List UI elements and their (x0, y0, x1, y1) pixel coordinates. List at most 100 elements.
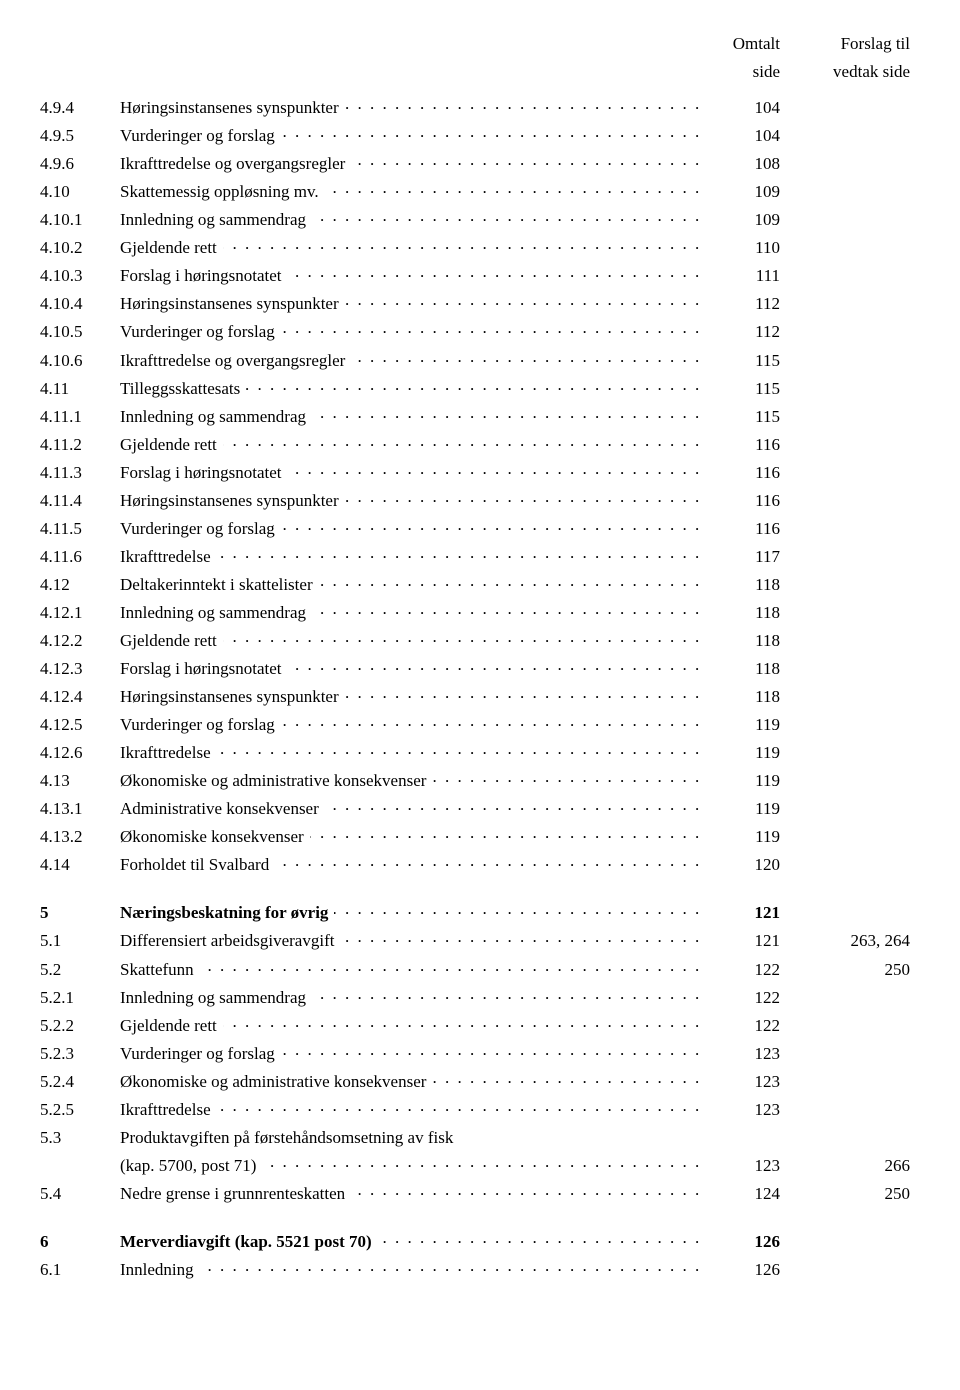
toc-page: 122 (700, 1012, 790, 1040)
toc-num: 5.1 (40, 927, 120, 955)
toc-page: 118 (700, 599, 790, 627)
toc-row: 4.12.1. . . . . . . . . . . . . . . . . … (40, 599, 910, 627)
toc-page: 112 (700, 318, 790, 346)
toc-title-col: . . . . . . . . . . . . . . . . . . . . … (120, 655, 700, 683)
toc-title-col: . . . . . . . . . . . . . . . . . . . . … (120, 795, 700, 823)
toc-title: Næringsbeskatning for øvrig (120, 903, 334, 922)
toc-title-col: . . . . . . . . . . . . . . . . . . . . … (120, 178, 700, 206)
toc-row: 5.2.2. . . . . . . . . . . . . . . . . .… (40, 1012, 910, 1040)
toc-num: 4.10.6 (40, 347, 120, 375)
toc-page: 122 (700, 956, 790, 984)
toc-title-col: . . . . . . . . . . . . . . . . . . . . … (120, 711, 700, 739)
toc-title: Innledning og sammendrag (120, 210, 312, 229)
toc-vedtak: 250 (790, 956, 910, 984)
toc-title-col: . . . . . . . . . . . . . . . . . . . . … (120, 984, 700, 1012)
toc-title: Skattefunn (120, 960, 200, 979)
toc-title: Differensiert arbeidsgiveravgift (120, 931, 340, 950)
toc-page: 126 (700, 1228, 790, 1256)
toc-title: Økonomiske og administrative konsekvense… (120, 771, 432, 790)
toc-page: 118 (700, 627, 790, 655)
toc-page: 112 (700, 290, 790, 318)
toc-title-col: . . . . . . . . . . . . . . . . . . . . … (120, 262, 700, 290)
toc-page: 109 (700, 206, 790, 234)
header-vedtak-col: Forslag til vedtak side (790, 30, 910, 86)
toc-page: 115 (700, 403, 790, 431)
toc-row: 4.12.4. . . . . . . . . . . . . . . . . … (40, 683, 910, 711)
toc-title-col: . . . . . . . . . . . . . . . . . . . . … (120, 94, 700, 122)
toc-title: Ikrafttredelse (120, 1100, 217, 1119)
toc-title-col: Produktavgiften på førstehåndsomsetning … (120, 1124, 700, 1152)
toc-num: 4.11 (40, 375, 120, 403)
header-page-col: Omtalt side (700, 30, 790, 86)
toc-title: Vurderinger og forslag (120, 1044, 281, 1063)
toc-row: 5.3Produktavgiften på førstehåndsomsetni… (40, 1124, 910, 1152)
toc-title-col: . . . . . . . . . . . . . . . . . . . . … (120, 1040, 700, 1068)
toc-row: 4.10. . . . . . . . . . . . . . . . . . … (40, 178, 910, 206)
toc-title: Vurderinger og forslag (120, 126, 281, 145)
toc-title: Økonomiske konsekvenser (120, 827, 310, 846)
toc-title-col: . . . . . . . . . . . . . . . . . . . . … (120, 927, 700, 955)
toc-num: 5.2.2 (40, 1012, 120, 1040)
toc-title: Ikrafttredelse (120, 547, 217, 566)
toc-title: Skattemessig oppløsning mv. (120, 182, 325, 201)
toc-num: 4.12.3 (40, 655, 120, 683)
toc-num: 4.11.4 (40, 487, 120, 515)
header-page-line2: side (700, 58, 780, 86)
toc-row: 4.10.1. . . . . . . . . . . . . . . . . … (40, 206, 910, 234)
toc-row: 4.11. . . . . . . . . . . . . . . . . . … (40, 375, 910, 403)
toc-row: 4.11.6. . . . . . . . . . . . . . . . . … (40, 543, 910, 571)
toc-title-col: . . . . . . . . . . . . . . . . . . . . … (120, 1012, 700, 1040)
toc-page: 115 (700, 375, 790, 403)
toc-title: Forslag i høringsnotatet (120, 463, 287, 482)
toc-title-col: . . . . . . . . . . . . . . . . . . . . … (120, 515, 700, 543)
toc-title-col: . . . . . . . . . . . . . . . . . . . . … (120, 1180, 700, 1208)
toc-num: 4.11.1 (40, 403, 120, 431)
toc-row: 5.2.4. . . . . . . . . . . . . . . . . .… (40, 1068, 910, 1096)
toc-row: 4.14. . . . . . . . . . . . . . . . . . … (40, 851, 910, 879)
toc-num: 5.2.1 (40, 984, 120, 1012)
toc-row: 4.12.3. . . . . . . . . . . . . . . . . … (40, 655, 910, 683)
toc-title-col: . . . . . . . . . . . . . . . . . . . . … (120, 290, 700, 318)
toc-num: 4.11.3 (40, 459, 120, 487)
toc-title: Gjeldende rett (120, 238, 223, 257)
toc-num: 4.11.6 (40, 543, 120, 571)
toc-row: 4.11.2. . . . . . . . . . . . . . . . . … (40, 431, 910, 459)
toc-page: 115 (700, 347, 790, 375)
toc-row: 6. . . . . . . . . . . . . . . . . . . .… (40, 1228, 910, 1256)
toc-row: . . . . . . . . . . . . . . . . . . . . … (40, 1152, 910, 1180)
toc-page: 123 (700, 1068, 790, 1096)
header-vedtak-line2: vedtak side (790, 58, 910, 86)
toc-num: 4.13.1 (40, 795, 120, 823)
toc-num: 4.12.4 (40, 683, 120, 711)
toc-page: 123 (700, 1040, 790, 1068)
toc-title: (kap. 5700, post 71) (120, 1156, 262, 1175)
toc-title-col: . . . . . . . . . . . . . . . . . . . . … (120, 403, 700, 431)
toc-title-col: . . . . . . . . . . . . . . . . . . . . … (120, 899, 700, 927)
toc-vedtak: 266 (790, 1152, 910, 1180)
toc-num: 4.12.2 (40, 627, 120, 655)
toc-num: 5.2 (40, 956, 120, 984)
toc-num: 5 (40, 899, 120, 927)
toc-title: Høringsinstansenes synspunkter (120, 98, 345, 117)
toc-title: Nedre grense i grunnrenteskatten (120, 1184, 351, 1203)
toc-title: Ikrafttredelse og overgangsregler (120, 351, 351, 370)
toc-page: 120 (700, 851, 790, 879)
toc-page: 111 (700, 262, 790, 290)
toc-row: 4.11.4. . . . . . . . . . . . . . . . . … (40, 487, 910, 515)
toc-row: 4.10.5. . . . . . . . . . . . . . . . . … (40, 318, 910, 346)
toc-num: 5.2.4 (40, 1068, 120, 1096)
toc-num: 4.11.2 (40, 431, 120, 459)
toc-page: 124 (700, 1180, 790, 1208)
toc-title-col: . . . . . . . . . . . . . . . . . . . . … (120, 459, 700, 487)
toc-body: 4.9.4. . . . . . . . . . . . . . . . . .… (40, 94, 910, 1284)
toc-row: 5. . . . . . . . . . . . . . . . . . . .… (40, 899, 910, 927)
toc-num: 4.10.4 (40, 290, 120, 318)
toc-num: 4.9.6 (40, 150, 120, 178)
toc-title: Høringsinstansenes synspunkter (120, 491, 345, 510)
toc-page: 121 (700, 927, 790, 955)
toc-title-col: . . . . . . . . . . . . . . . . . . . . … (120, 1068, 700, 1096)
toc-title: Økonomiske og administrative konsekvense… (120, 1072, 432, 1091)
toc-vedtak: 263, 264 (790, 927, 910, 955)
toc-title-col: . . . . . . . . . . . . . . . . . . . . … (120, 375, 700, 403)
toc-page: 126 (700, 1256, 790, 1284)
